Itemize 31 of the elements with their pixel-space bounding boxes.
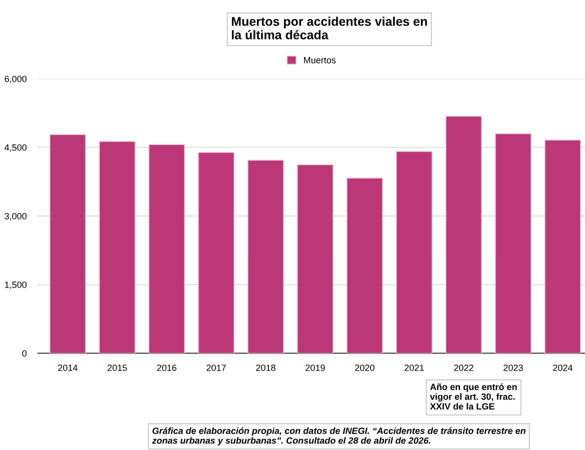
- chart-title: Muertos por accidentes viales en la última década: [232, 16, 427, 40]
- bar: [247, 160, 284, 354]
- bar: [346, 178, 383, 354]
- text: Gráfica de elaboración propia, con datos de INEGI. “Accidentes de tránsito terrestre en zonas urbanas y suburbanas”. Consultado el 28 de abril de 2026.: [152, 427, 526, 446]
- x-tick-label: 2021: [404, 364, 424, 371]
- bar: [49, 134, 86, 354]
- y-tick-label: 4,500: [4, 144, 27, 152]
- text: Año en que entró en vigor el art. 30, frac. XXIV de la LGE: [430, 383, 517, 410]
- bar: [396, 151, 432, 354]
- bar: [296, 164, 334, 354]
- x-tick-label: 2018: [256, 364, 276, 371]
- bar: [198, 152, 234, 354]
- x-tick-label: 2017: [206, 364, 226, 371]
- y-tick-label: 1,500: [5, 282, 27, 290]
- bar: [98, 141, 136, 354]
- bar: [494, 133, 532, 354]
- bar: [148, 144, 185, 354]
- x-tick-label: 2023: [504, 364, 523, 371]
- x-tick-label: 2015: [108, 364, 127, 371]
- legend-label: Muertos: [304, 57, 336, 64]
- bar: [445, 116, 482, 354]
- y-tick-label: 0: [22, 350, 27, 357]
- x-tick-label: 2020: [355, 364, 374, 371]
- bar: [544, 140, 581, 354]
- x-tick-label: 2014: [58, 364, 78, 371]
- y-tick-label: 6,000: [4, 76, 27, 84]
- x-tick-label: 2024: [553, 364, 573, 371]
- x-tick-label: 2022: [454, 364, 474, 371]
- y-tick-label: 3,000: [4, 212, 27, 220]
- x-tick-label: 2016: [157, 364, 176, 371]
- x-tick-label: 2019: [306, 364, 325, 371]
